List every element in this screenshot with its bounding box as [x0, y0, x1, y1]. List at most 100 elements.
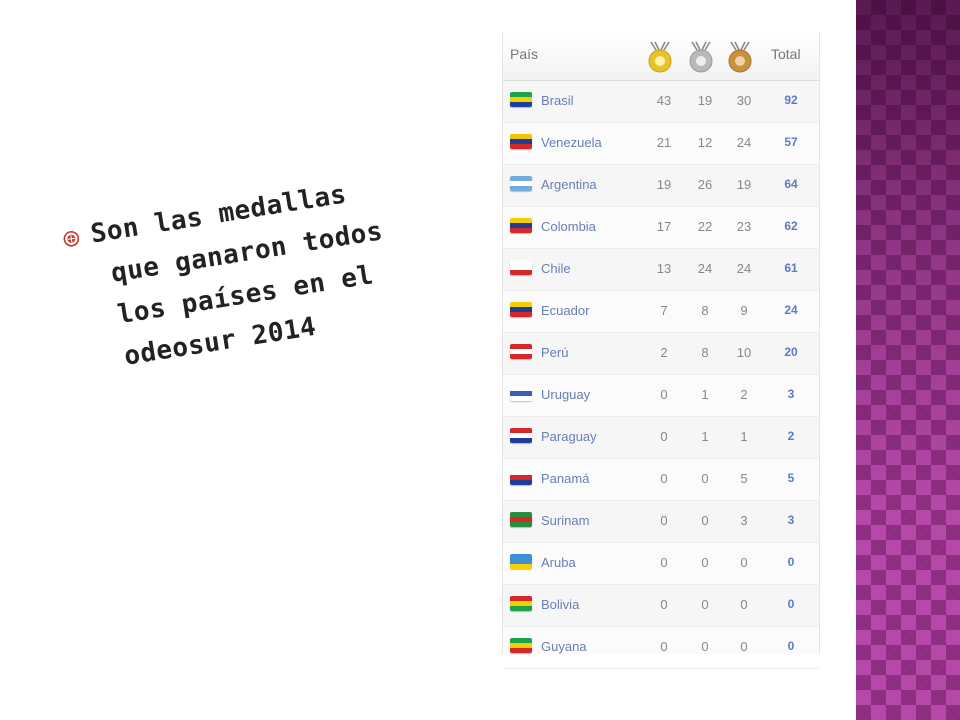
silver-count: 12 [697, 135, 713, 150]
total-count[interactable]: 3 [787, 387, 795, 401]
gold-medal-icon [648, 41, 672, 73]
country-flag-icon [510, 92, 532, 107]
country-name[interactable]: Colombia [541, 219, 596, 234]
gold-count: 7 [660, 303, 668, 318]
country-name[interactable]: Uruguay [541, 387, 591, 402]
gold-count: 0 [660, 471, 668, 486]
gold-count: 43 [656, 93, 672, 108]
table-row: Guyana 0 0 0 0 [503, 627, 819, 669]
gold-count: 0 [660, 387, 668, 402]
gold-count: 0 [660, 555, 668, 570]
bronze-count: 19 [736, 177, 752, 192]
country-name[interactable]: Bolivia [541, 597, 580, 612]
silver-medal-icon [689, 41, 713, 73]
silver-count: 0 [701, 513, 709, 528]
country-flag-icon [510, 218, 532, 233]
total-count[interactable]: 3 [787, 513, 795, 527]
table-row: Panamá 0 0 5 5 [503, 459, 819, 501]
silver-count: 0 [701, 471, 709, 486]
bronze-count: 1 [740, 429, 748, 444]
gold-count: 21 [656, 135, 672, 150]
total-count[interactable]: 64 [784, 177, 798, 191]
header-total: Total [771, 46, 801, 62]
table-row: Uruguay 0 1 2 3 [503, 375, 819, 417]
total-count[interactable]: 5 [787, 471, 795, 485]
country-name[interactable]: Argentina [541, 177, 597, 192]
medal-table: País Total Brasil 43 19 30 92 Venezuela 21 12 24… [502, 32, 820, 669]
silver-count: 1 [701, 429, 709, 444]
gold-count: 2 [660, 345, 668, 360]
bullet-circle-icon [63, 230, 80, 247]
bronze-count: 0 [740, 597, 748, 612]
total-count[interactable]: 0 [787, 597, 795, 611]
country-name[interactable]: Surinam [541, 513, 590, 528]
table-row: Brasil 43 19 30 92 [503, 81, 819, 123]
country-flag-icon [510, 386, 532, 401]
country-name[interactable]: Brasil [541, 93, 574, 108]
gold-count: 13 [656, 261, 672, 276]
country-name[interactable]: Paraguay [541, 429, 597, 444]
country-name[interactable]: Aruba [541, 555, 576, 570]
country-flag-icon [510, 428, 532, 443]
table-header: País Total [503, 32, 819, 81]
table-row: Bolivia 0 0 0 0 [503, 585, 819, 627]
total-count[interactable]: 92 [784, 93, 798, 107]
total-count[interactable]: 0 [787, 555, 795, 569]
bronze-count: 24 [736, 261, 752, 276]
country-flag-icon [510, 554, 532, 569]
silver-count: 0 [701, 597, 709, 612]
country-name[interactable]: Ecuador [541, 303, 590, 318]
gold-count: 0 [660, 639, 668, 654]
country-flag-icon [510, 470, 532, 485]
silver-count: 8 [701, 303, 709, 318]
silver-count: 24 [697, 261, 713, 276]
decorative-band-shade [856, 0, 960, 720]
table-row: Venezuela 21 12 24 57 [503, 123, 819, 165]
bronze-count: 2 [740, 387, 748, 402]
gold-count: 0 [660, 597, 668, 612]
country-name[interactable]: Perú [541, 345, 569, 360]
table-row: Paraguay 0 1 1 2 [503, 417, 819, 459]
bronze-count: 0 [740, 639, 748, 654]
table-row: Colombia 17 22 23 62 [503, 207, 819, 249]
gold-count: 19 [656, 177, 672, 192]
table-row: Chile 13 24 24 61 [503, 249, 819, 291]
table-body: Brasil 43 19 30 92 Venezuela 21 12 24 57 Argentina… [503, 81, 819, 669]
silver-count: 1 [701, 387, 709, 402]
country-flag-icon [510, 638, 532, 653]
total-count[interactable]: 57 [784, 135, 798, 149]
silver-count: 22 [697, 219, 713, 234]
total-count[interactable]: 24 [784, 303, 798, 317]
country-flag-icon [510, 302, 532, 317]
silver-count: 8 [701, 345, 709, 360]
total-count[interactable]: 2 [787, 429, 795, 443]
country-name[interactable]: Chile [541, 261, 571, 276]
bronze-medal-icon [728, 41, 752, 73]
bronze-count: 0 [740, 555, 748, 570]
gold-count: 17 [656, 219, 672, 234]
bronze-count: 24 [736, 135, 752, 150]
total-count[interactable]: 0 [787, 639, 795, 653]
total-count[interactable]: 61 [784, 261, 798, 275]
country-name[interactable]: Venezuela [541, 135, 602, 150]
country-flag-icon [510, 134, 532, 149]
table-row: Ecuador 7 8 9 24 [503, 291, 819, 333]
country-name[interactable]: Guyana [541, 639, 587, 654]
table-row: Aruba 0 0 0 0 [503, 543, 819, 585]
silver-count: 26 [697, 177, 713, 192]
silver-count: 0 [701, 639, 709, 654]
country-flag-icon [510, 260, 532, 275]
table-row: Argentina 19 26 19 64 [503, 165, 819, 207]
gold-count: 0 [660, 513, 668, 528]
silver-count: 0 [701, 555, 709, 570]
bronze-count: 3 [740, 513, 748, 528]
country-name[interactable]: Panamá [541, 471, 590, 486]
gold-count: 0 [660, 429, 668, 444]
total-count[interactable]: 62 [784, 219, 798, 233]
country-flag-icon [510, 512, 532, 527]
bronze-count: 30 [736, 93, 752, 108]
slide-bullet: Son las medallas que ganaron todos los p… [62, 162, 444, 384]
total-count[interactable]: 20 [784, 345, 798, 359]
table-row: Perú 2 8 10 20 [503, 333, 819, 375]
bronze-count: 5 [740, 471, 748, 486]
